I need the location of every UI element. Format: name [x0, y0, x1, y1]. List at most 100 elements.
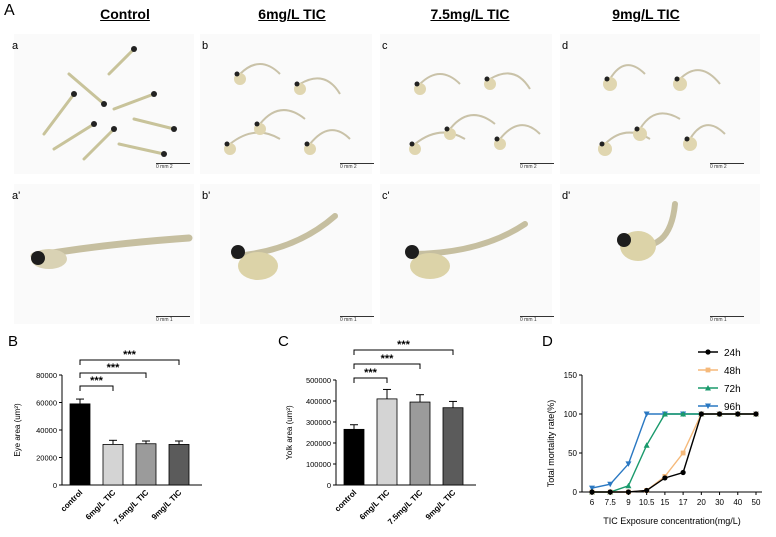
x-tick-label: 30 — [715, 498, 724, 507]
photo-control-group — [14, 34, 194, 174]
significance-bracket — [79, 359, 180, 365]
data-point — [705, 367, 711, 373]
significance-label: *** — [397, 339, 411, 351]
scale-bar: 0 mm 1 — [156, 313, 190, 323]
bar — [102, 444, 124, 486]
data-point — [735, 411, 741, 417]
scale-unit: mm — [160, 317, 169, 323]
chart-c-yolk-area: C 0 100000 200000 300000 400000 500000 Yolk are… — [278, 333, 476, 526]
data-point — [680, 450, 686, 456]
data-point — [643, 442, 650, 448]
data-point — [705, 403, 711, 409]
y-axis-label: Yolk area (um²) — [285, 405, 294, 460]
scale-bar: 0 mm 2 — [710, 160, 744, 170]
legend-label: 72h — [724, 384, 741, 395]
larvae-group-illustration — [224, 63, 351, 155]
x-tick-label: 9 — [626, 498, 631, 507]
data-point — [680, 469, 686, 476]
x-tick-label: 7.5mg/L TIC — [112, 488, 150, 526]
scale-min: 0 — [710, 317, 713, 323]
y-tick-label: 40000 — [36, 426, 57, 435]
data-point — [661, 411, 668, 417]
photo-9mg-single — [560, 184, 760, 324]
scale-bar: 0 mm 2 — [520, 160, 554, 170]
data-point — [644, 487, 650, 494]
significance-bracket — [353, 377, 388, 383]
significance-bracket — [79, 385, 114, 391]
larva-illustration — [405, 221, 528, 279]
x-tick-label: 6mg/L TIC — [358, 488, 392, 522]
y-tick-label: 0 — [573, 488, 578, 497]
larvae-group-illustration — [598, 64, 726, 156]
scale-min: 0 — [340, 317, 343, 323]
legend-label: 96h — [724, 402, 741, 413]
column-title-6mg: 6mg/L TIC — [258, 6, 326, 22]
photo-6mg-single — [200, 184, 372, 324]
sublabel-a-prime: a' — [12, 190, 21, 202]
scale-bar: 0 mm 1 — [520, 313, 554, 323]
x-tick-label: control — [59, 488, 85, 514]
x-tick-label: 50 — [752, 498, 761, 507]
scale-max: 2 — [723, 164, 727, 170]
significance-bracket — [353, 349, 454, 355]
data-point — [625, 489, 632, 495]
x-axis-label: TIC Exposure concentration(mg/L) — [603, 516, 741, 526]
larva-illustration — [30, 234, 193, 269]
y-tick-label: 200000 — [306, 439, 331, 448]
sublabel-c: c — [382, 40, 388, 52]
scale-max: 2 — [353, 164, 357, 170]
x-tick-label: 10.5 — [639, 498, 655, 507]
photo-9mg-group — [560, 34, 760, 174]
y-axis-label: Eye area (um²) — [13, 403, 22, 457]
photo-control-single — [14, 184, 194, 324]
scale-unit: mm — [524, 317, 533, 323]
significance-bracket — [79, 372, 147, 378]
sublabel-d-prime: d' — [562, 190, 571, 202]
data-point — [643, 411, 650, 417]
y-tick-label: 300000 — [306, 418, 331, 427]
scale-bar: 0 mm 2 — [156, 160, 190, 170]
scale-max: 2 — [533, 164, 537, 170]
data-point — [680, 411, 687, 417]
series-line — [592, 413, 756, 493]
x-tick-label: 40 — [733, 498, 742, 507]
x-tick-label: 7.5 — [605, 498, 617, 507]
scale-max: 1 — [353, 317, 357, 323]
panel-letter: D — [542, 333, 553, 350]
series-line — [591, 413, 756, 489]
scale-max: 1 — [723, 317, 727, 323]
x-tick-label: control — [333, 488, 359, 514]
series-line — [592, 413, 756, 493]
significance-label: *** — [90, 375, 104, 387]
bar — [409, 401, 431, 486]
x-tick-label: 15 — [660, 498, 669, 507]
data-point — [625, 482, 632, 489]
bar — [69, 403, 91, 486]
column-title-control: Control — [100, 6, 150, 22]
panel-letter: B — [8, 333, 18, 350]
y-tick-label: 50 — [568, 449, 577, 458]
bar — [343, 428, 365, 486]
scale-unit: mm — [714, 164, 723, 170]
larvae-group-illustration — [409, 72, 541, 155]
x-tick-label: 7.5mg/L TIC — [386, 488, 424, 526]
photo-7-5mg-single — [380, 184, 552, 324]
x-tick-label: 9mg/L TIC — [150, 488, 184, 522]
data-point — [698, 411, 704, 417]
larva-illustration — [617, 201, 678, 261]
data-point — [607, 481, 614, 488]
y-axis-label: Total mortality rate(%) — [546, 400, 556, 488]
y-tick-label: 100 — [564, 410, 578, 419]
panel-letter: C — [278, 333, 289, 350]
data-point — [662, 475, 668, 481]
column-title-7-5mg: 7.5mg/L TIC — [430, 6, 510, 22]
bar — [135, 443, 157, 486]
scale-max: 2 — [169, 164, 173, 170]
legend-label: 24h — [724, 348, 741, 359]
scale-min: 0 — [710, 164, 713, 170]
bar — [442, 407, 464, 486]
data-point — [607, 489, 613, 495]
significance-bracket — [353, 363, 421, 369]
y-tick-label: 0 — [53, 481, 57, 490]
chart-d-mortality: D 0 50 100 150 6 7.5 9 10.5 15 17 20 30 40 50 TIC Expos… — [542, 333, 762, 526]
